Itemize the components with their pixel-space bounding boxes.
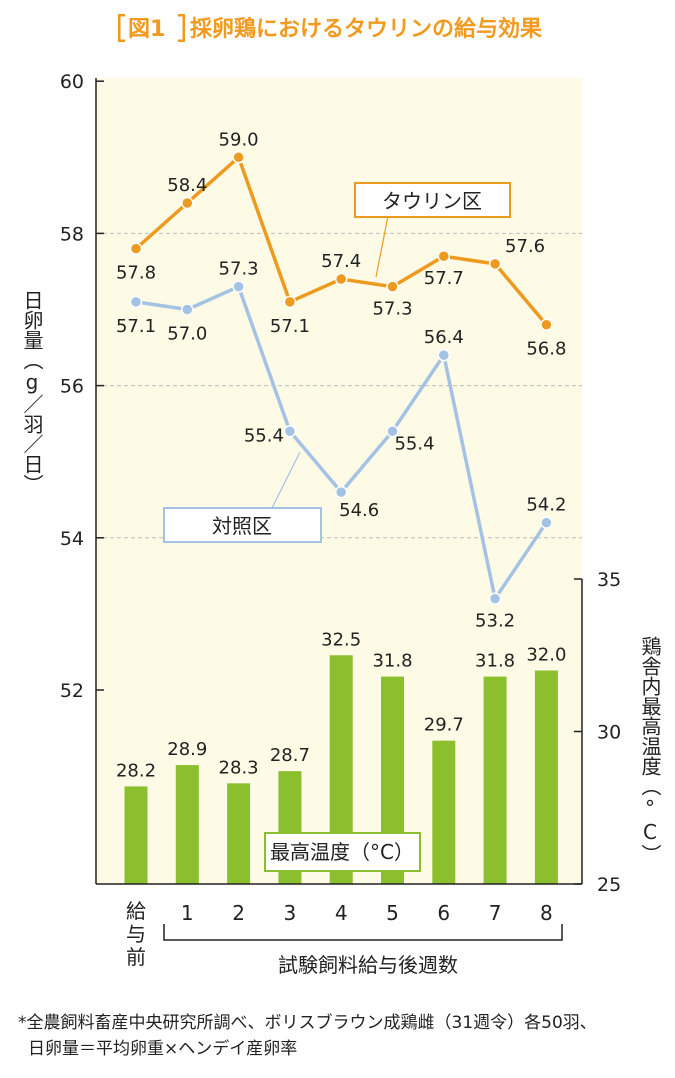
point-taurine [386, 280, 399, 293]
data-label-control: 57.3 [219, 259, 259, 280]
point-control [386, 425, 399, 438]
title-text: 採卵鶏におけるタウリンの給与効果 [190, 16, 542, 42]
footnote-line-1: *全農飼料畜産中央研究所調べ、ボリスブラウン成鶏雌（31週令）各50羽、 [18, 1013, 597, 1033]
legend-control-label: 対照区 [212, 514, 272, 538]
data-label-control: 55.4 [244, 425, 284, 446]
x-tick-label: 与 [126, 922, 146, 946]
point-control [283, 425, 297, 438]
bar-data-label: 31.8 [372, 651, 412, 672]
footnote-line-2: 日卵量＝平均卵重×ヘンデイ産卵率 [28, 1039, 298, 1059]
point-control [129, 295, 143, 309]
legend-temperature-label: 最高温度（°C） [270, 840, 414, 864]
x-axis-label: 試験飼料給与後週数 [278, 953, 458, 977]
point-taurine [283, 295, 297, 309]
x-tick-label: 給 [126, 899, 146, 923]
point-control [488, 592, 502, 605]
footnote: *全農飼料畜産中央研究所調べ、ボリスブラウン成鶏雌（31週令）各50羽、 日卵量… [18, 1010, 668, 1062]
data-labels: 28.2 28.9 28.3 28.7 32.5 31.8 29.7 31.8 32.0 57.8… [116, 129, 566, 781]
x-tick-label: 1 [181, 901, 194, 925]
title-label: 図1 [128, 17, 165, 42]
bar-temperature [483, 676, 507, 884]
point-control [334, 485, 348, 499]
title-bracket-right [178, 14, 185, 42]
legend-control-leader [271, 451, 301, 509]
x-axis-bracket [163, 924, 563, 941]
y-right-tick-label: 30 [597, 722, 621, 744]
x-tick-label: 7 [489, 901, 502, 925]
point-taurine [437, 249, 451, 263]
x-tick-label: 2 [232, 901, 245, 925]
bar-data-label: 32.0 [526, 645, 566, 666]
data-label-control: 53.2 [475, 611, 515, 632]
bar-data-label: 28.7 [270, 745, 310, 766]
y-right-tick-label: 35 [597, 569, 621, 591]
y-left-tick-label: 54 [60, 528, 84, 550]
data-label-taurine: 57.1 [270, 316, 310, 337]
point-taurine [488, 257, 502, 271]
bar-temperature [534, 670, 558, 884]
data-label-taurine: 57.8 [116, 263, 156, 284]
data-label-control: 54.2 [526, 495, 566, 516]
x-tick-label: 3 [284, 901, 297, 925]
data-label-control: 57.0 [167, 324, 207, 345]
point-taurine [232, 151, 245, 164]
point-control [540, 516, 553, 529]
bar-data-label: 28.9 [167, 739, 207, 760]
legend-temperature-box [264, 832, 421, 872]
point-control [437, 348, 451, 362]
line-series [129, 151, 553, 605]
legend-taurine: タウリン区 [354, 182, 511, 278]
point-taurine [334, 272, 348, 286]
data-label-control: 56.4 [424, 327, 464, 348]
legend-taurine-leader [375, 215, 389, 278]
data-label-taurine: 59.0 [219, 129, 259, 150]
bar-temperature [175, 765, 199, 884]
bar-temperature [124, 786, 148, 884]
x-tick-label: 4 [335, 901, 348, 925]
data-label-taurine: 58.4 [167, 175, 207, 196]
x-tick-label: 8 [540, 901, 553, 925]
data-label-taurine: 57.3 [372, 299, 412, 320]
chart: 図1 採卵鶏におけるタウリンの給与効果 28.2 28.9 28.3 28.7 32.5… [20, 14, 662, 977]
legend-control: 対照区 [163, 451, 322, 543]
chart-title: 図1 採卵鶏におけるタウリンの給与効果 [118, 14, 542, 42]
data-label-taurine: 57.4 [321, 251, 361, 272]
bar-temperature [329, 655, 353, 884]
bar-data-label: 28.3 [219, 757, 259, 778]
point-taurine [181, 196, 194, 210]
data-label-taurine: 57.7 [424, 268, 464, 289]
data-label-control: 54.6 [339, 500, 379, 521]
point-taurine [540, 318, 553, 331]
bar-temperature [432, 740, 456, 884]
y-left-tick-label: 58 [60, 223, 84, 245]
x-tick-label: 5 [386, 901, 399, 925]
y-left-tick-label: 52 [60, 680, 84, 702]
data-label-control: 55.4 [394, 433, 434, 454]
legend-taurine-label: タウリン区 [382, 189, 482, 213]
data-label-taurine: 57.6 [505, 236, 545, 257]
bar-data-label: 28.2 [116, 760, 156, 781]
bar-data-label: 31.8 [475, 651, 515, 672]
y-left-tick-label: 56 [60, 376, 84, 398]
legend-taurine-box [354, 182, 511, 218]
title-bracket-left [118, 14, 125, 42]
x-tick-label: 前 [126, 945, 146, 969]
legend-temperature: 最高温度（°C） [264, 832, 421, 872]
point-control [232, 280, 245, 293]
bar-data-label: 29.7 [424, 715, 464, 736]
data-label-control: 57.1 [116, 316, 156, 337]
legend-control-box [163, 507, 322, 543]
y-right-tick-label: 25 [597, 874, 621, 896]
point-control [181, 303, 194, 316]
bar-data-label: 32.5 [321, 629, 361, 650]
data-label-taurine: 56.8 [526, 339, 566, 360]
point-taurine [129, 242, 143, 255]
y-axis-label-left: 日卵量（g／羽／日） [20, 290, 44, 494]
x-tick-label: 6 [437, 901, 450, 925]
bar-temperature [227, 783, 251, 884]
y-axis-label-right: 鶏舎内最高温度（°C） [638, 636, 662, 864]
y-left-tick-label: 60 [60, 71, 84, 93]
